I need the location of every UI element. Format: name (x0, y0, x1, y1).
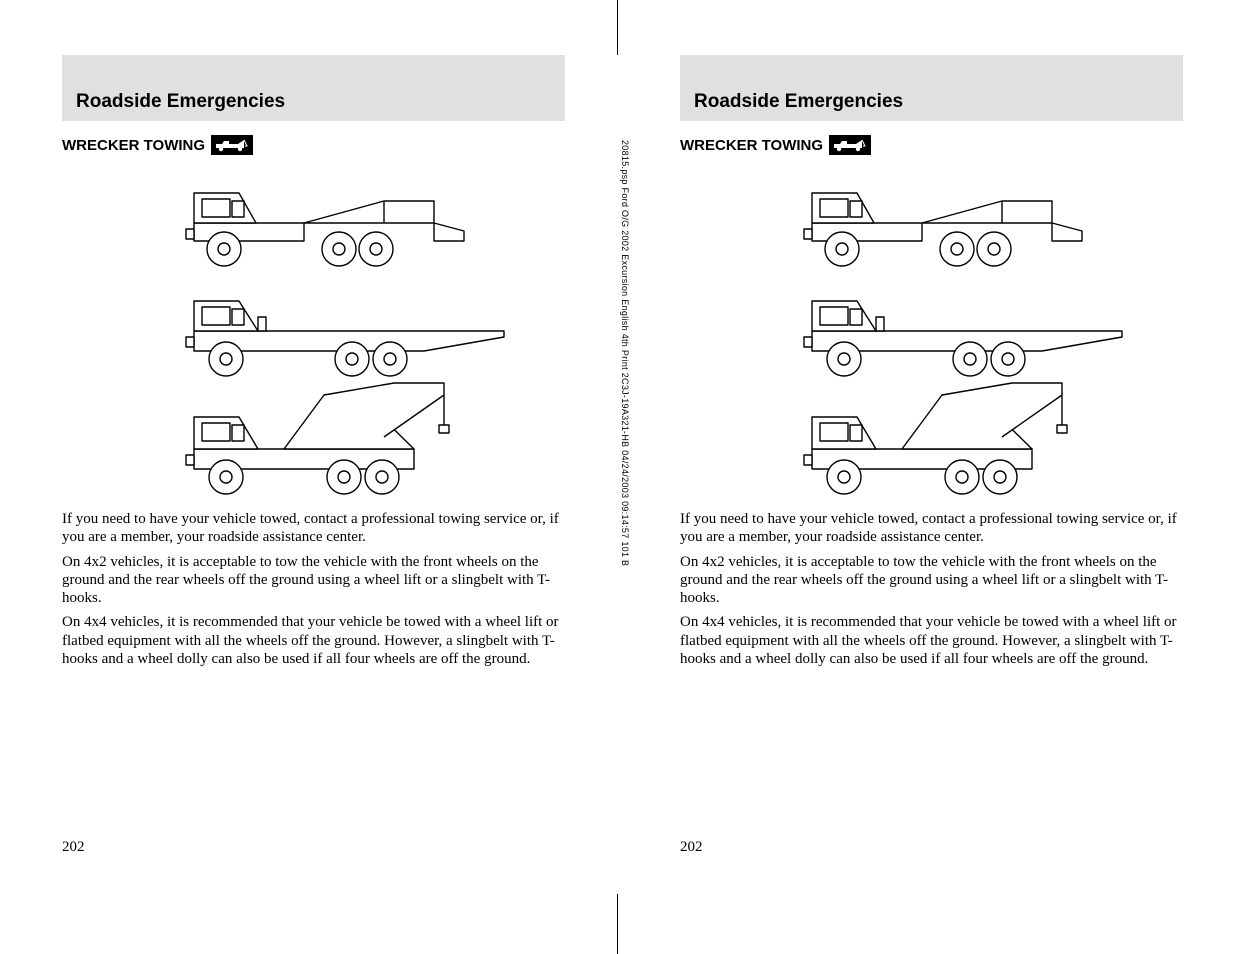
section-title: WRECKER TOWING (62, 137, 205, 154)
tow-truck-icon (211, 135, 253, 155)
page-left: Roadside Emergencies WRECKER TOWING (0, 0, 617, 954)
page-number: 202 (680, 839, 703, 856)
chapter-header: Roadside Emergencies (62, 55, 565, 121)
section-heading-row: WRECKER TOWING (680, 135, 1183, 155)
body-paragraph-3: On 4x4 vehicles, it is recommended that … (680, 613, 1183, 668)
page-number: 202 (62, 839, 85, 856)
chapter-header: Roadside Emergencies (680, 55, 1183, 121)
body-paragraph-2: On 4x2 vehicles, it is acceptable to tow… (62, 553, 565, 608)
body-paragraph-3: On 4x4 vehicles, it is recommended that … (62, 613, 565, 668)
chapter-title: Roadside Emergencies (76, 91, 285, 113)
section-title: WRECKER TOWING (680, 137, 823, 154)
page-right: Roadside Emergencies WRECKER TOWING (618, 0, 1235, 954)
section-heading-row: WRECKER TOWING (62, 135, 565, 155)
body-paragraph-2: On 4x2 vehicles, it is acceptable to tow… (680, 553, 1183, 608)
towing-illustration (62, 165, 565, 500)
body-paragraph-1: If you need to have your vehicle towed, … (62, 510, 565, 547)
body-paragraph-1: If you need to have your vehicle towed, … (680, 510, 1183, 547)
chapter-title: Roadside Emergencies (694, 91, 903, 113)
towing-illustration (680, 165, 1183, 500)
tow-truck-icon (829, 135, 871, 155)
